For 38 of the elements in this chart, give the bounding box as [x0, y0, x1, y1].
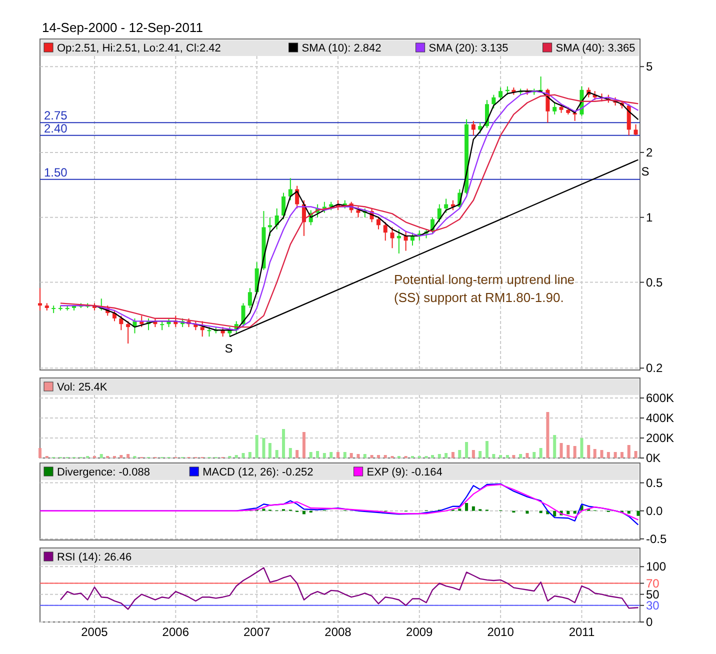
x-tick-label: 2007 [243, 625, 270, 639]
legend-label: Divergence: -0.088 [57, 466, 150, 478]
ref-line-label: 1.50 [44, 165, 68, 180]
y-tick-label: -0.5 [646, 532, 668, 546]
y-tick-label: 0K [646, 451, 661, 465]
y-tick-label: 0.5 [646, 275, 664, 290]
legend-label: EXP (9): -0.164 [366, 466, 442, 478]
y-tick-label: 5 [646, 60, 653, 74]
legend-label: MACD (12, 26): -0.252 [202, 466, 314, 478]
legend-label: SMA (40): 3.365 [556, 42, 636, 54]
y-tick-label: 0.0 [646, 504, 664, 518]
y-tick-label: 0 [646, 615, 653, 629]
x-tick-label: 2008 [324, 625, 352, 639]
x-tick-label: 2011 [568, 625, 595, 639]
legend-label: RSI (14): 26.46 [57, 552, 132, 564]
annotation: (SS) support at RM1.80-1.90. [394, 290, 564, 305]
annotation: Potential long-term uptrend line [394, 272, 575, 287]
y-tick-label: 600K [646, 391, 674, 405]
y-tick-label: 200K [646, 431, 674, 445]
chart-title: 14-Sep-2000 - 12-Sep-2011 [42, 20, 203, 35]
legend-label: Op:2.51, Hi:2.51, Lo:2.41, Cl:2.42 [57, 42, 221, 54]
annotation: S [641, 164, 650, 179]
y-tick-label: 0.5 [646, 476, 664, 490]
y-tick-label: 2 [646, 145, 653, 160]
y-tick-label: 100 [646, 560, 666, 574]
legend-label: SMA (20): 3.135 [428, 42, 508, 54]
x-tick-label: 2010 [487, 625, 514, 639]
x-tick-label: 2009 [406, 625, 434, 639]
x-tick-label: 2006 [162, 625, 190, 639]
legend-label: SMA (10): 2.842 [302, 42, 382, 54]
annotation: S [224, 342, 233, 356]
y-tick-label: 400K [646, 411, 674, 425]
ref-line-label: 2.40 [44, 121, 68, 136]
legend-label: Vol: 25.4K [57, 382, 108, 394]
y-tick-label: 1 [646, 210, 653, 224]
ref-line-label: 2.75 [44, 108, 68, 123]
y-tick-label: 0.2 [646, 361, 664, 376]
x-tick-label: 2005 [81, 625, 108, 639]
